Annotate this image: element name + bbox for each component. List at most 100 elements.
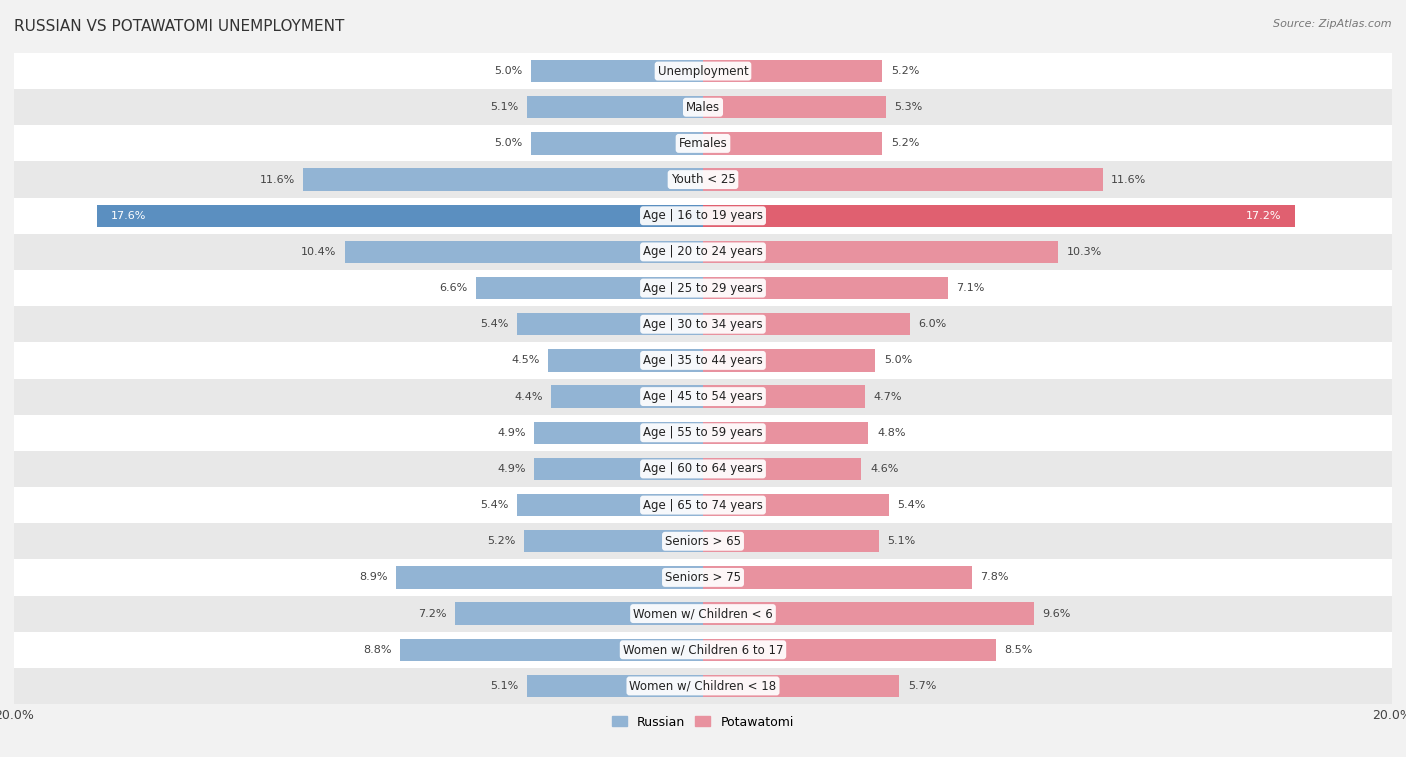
Text: 5.1%: 5.1% — [887, 536, 915, 547]
Bar — [97, 204, 703, 227]
Text: Age | 45 to 54 years: Age | 45 to 54 years — [643, 390, 763, 403]
Bar — [703, 313, 910, 335]
Bar — [14, 306, 1392, 342]
Bar — [703, 458, 862, 480]
Bar — [531, 60, 703, 83]
Bar — [527, 96, 703, 118]
Text: 5.0%: 5.0% — [494, 66, 522, 76]
Text: 11.6%: 11.6% — [1111, 175, 1146, 185]
Bar — [531, 132, 703, 154]
Bar — [524, 530, 703, 553]
Text: 7.2%: 7.2% — [418, 609, 446, 618]
Bar — [14, 631, 1392, 668]
Text: 5.4%: 5.4% — [479, 500, 509, 510]
Text: 5.2%: 5.2% — [891, 66, 920, 76]
Text: 17.2%: 17.2% — [1246, 210, 1282, 221]
Bar — [304, 168, 703, 191]
Bar — [703, 385, 865, 408]
Text: 6.0%: 6.0% — [918, 319, 946, 329]
Text: 4.5%: 4.5% — [510, 356, 540, 366]
Text: 5.2%: 5.2% — [486, 536, 515, 547]
Bar — [14, 126, 1392, 161]
Text: 4.9%: 4.9% — [498, 428, 526, 438]
Text: 8.5%: 8.5% — [1004, 645, 1033, 655]
Bar — [14, 523, 1392, 559]
Bar — [14, 53, 1392, 89]
Text: 8.8%: 8.8% — [363, 645, 391, 655]
Text: 5.1%: 5.1% — [491, 681, 519, 691]
Bar — [703, 530, 879, 553]
Text: 6.6%: 6.6% — [439, 283, 467, 293]
Text: 10.4%: 10.4% — [301, 247, 336, 257]
Text: RUSSIAN VS POTAWATOMI UNEMPLOYMENT: RUSSIAN VS POTAWATOMI UNEMPLOYMENT — [14, 19, 344, 34]
Text: 10.3%: 10.3% — [1066, 247, 1102, 257]
Bar — [551, 385, 703, 408]
Bar — [703, 132, 882, 154]
Bar — [703, 603, 1033, 625]
Bar — [14, 198, 1392, 234]
Bar — [534, 458, 703, 480]
Bar — [14, 487, 1392, 523]
Text: 5.4%: 5.4% — [479, 319, 509, 329]
Bar — [534, 422, 703, 444]
Bar — [14, 559, 1392, 596]
Text: 5.2%: 5.2% — [891, 139, 920, 148]
Bar — [517, 494, 703, 516]
Bar — [703, 494, 889, 516]
Text: Seniors > 65: Seniors > 65 — [665, 534, 741, 548]
Bar — [703, 639, 995, 661]
Text: 5.7%: 5.7% — [908, 681, 936, 691]
Text: 5.4%: 5.4% — [897, 500, 927, 510]
Text: Age | 30 to 34 years: Age | 30 to 34 years — [643, 318, 763, 331]
Bar — [14, 270, 1392, 306]
Text: Youth < 25: Youth < 25 — [671, 173, 735, 186]
Text: Age | 25 to 29 years: Age | 25 to 29 years — [643, 282, 763, 294]
Bar — [703, 60, 882, 83]
Bar — [14, 415, 1392, 451]
Bar — [14, 378, 1392, 415]
Text: 5.0%: 5.0% — [494, 139, 522, 148]
Text: 5.3%: 5.3% — [894, 102, 922, 112]
Text: 4.7%: 4.7% — [873, 391, 903, 401]
Text: 4.8%: 4.8% — [877, 428, 905, 438]
Text: 11.6%: 11.6% — [260, 175, 295, 185]
Bar — [703, 96, 886, 118]
Text: Age | 16 to 19 years: Age | 16 to 19 years — [643, 209, 763, 223]
Text: Age | 35 to 44 years: Age | 35 to 44 years — [643, 354, 763, 367]
Text: Women w/ Children < 18: Women w/ Children < 18 — [630, 680, 776, 693]
Bar — [703, 349, 875, 372]
Text: 4.4%: 4.4% — [515, 391, 543, 401]
Text: 5.1%: 5.1% — [491, 102, 519, 112]
Text: 4.9%: 4.9% — [498, 464, 526, 474]
Bar — [14, 234, 1392, 270]
Bar — [527, 674, 703, 697]
Text: 4.6%: 4.6% — [870, 464, 898, 474]
Bar — [703, 168, 1102, 191]
Bar — [517, 313, 703, 335]
Text: Women w/ Children 6 to 17: Women w/ Children 6 to 17 — [623, 643, 783, 656]
Text: 7.1%: 7.1% — [956, 283, 984, 293]
Bar — [703, 674, 900, 697]
Text: Females: Females — [679, 137, 727, 150]
Bar — [14, 161, 1392, 198]
Bar — [14, 668, 1392, 704]
Bar — [14, 342, 1392, 378]
Bar — [14, 596, 1392, 631]
Text: 5.0%: 5.0% — [884, 356, 912, 366]
Text: Age | 65 to 74 years: Age | 65 to 74 years — [643, 499, 763, 512]
Text: Age | 60 to 64 years: Age | 60 to 64 years — [643, 463, 763, 475]
Text: Age | 55 to 59 years: Age | 55 to 59 years — [643, 426, 763, 439]
Text: Age | 20 to 24 years: Age | 20 to 24 years — [643, 245, 763, 258]
Bar — [344, 241, 703, 263]
Bar — [396, 566, 703, 589]
Bar — [703, 241, 1057, 263]
Bar — [14, 451, 1392, 487]
Text: 8.9%: 8.9% — [360, 572, 388, 582]
Bar — [475, 277, 703, 299]
Bar — [399, 639, 703, 661]
Text: 17.6%: 17.6% — [111, 210, 146, 221]
Bar — [548, 349, 703, 372]
Text: Source: ZipAtlas.com: Source: ZipAtlas.com — [1274, 19, 1392, 29]
Bar — [703, 422, 869, 444]
Bar — [456, 603, 703, 625]
